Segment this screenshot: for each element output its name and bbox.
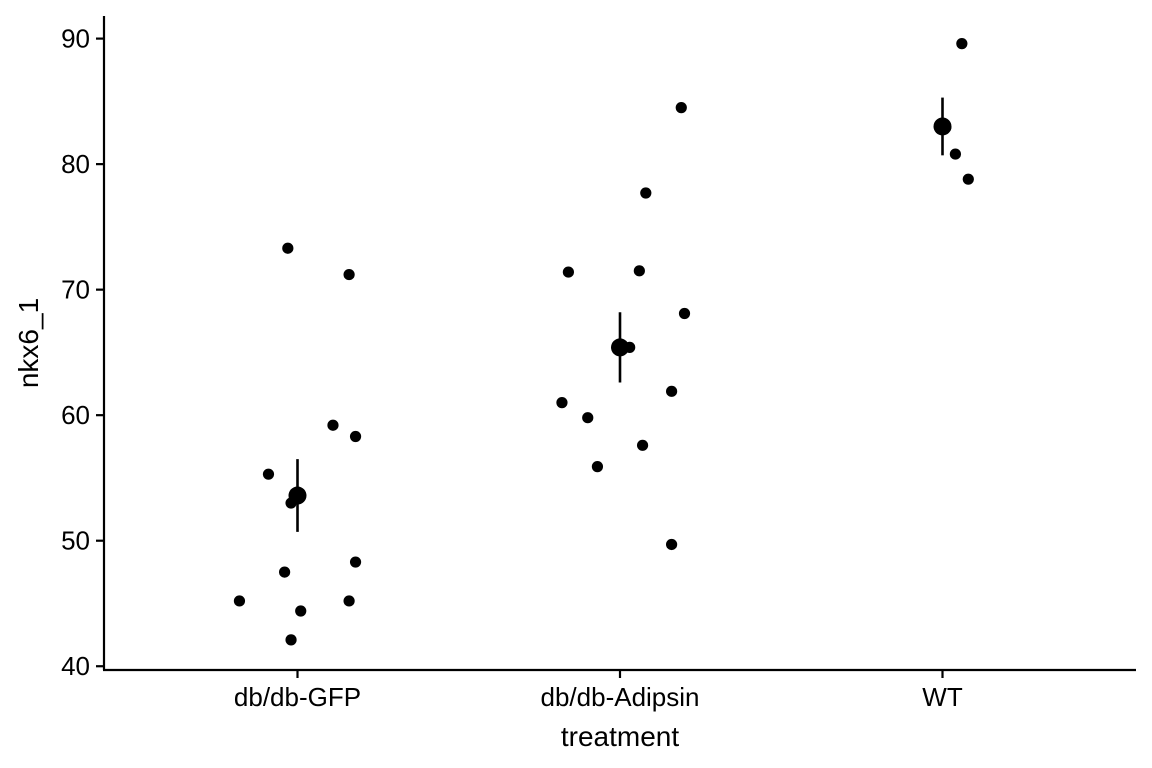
data-point	[591, 461, 604, 473]
y-tick-label: 90	[61, 24, 90, 54]
data-point	[956, 38, 968, 50]
data-point	[233, 595, 246, 607]
data-point	[636, 439, 649, 451]
data-point	[282, 242, 294, 254]
y-axis-title: nkx6_1	[13, 298, 44, 388]
y-tick-label: 60	[61, 400, 90, 430]
x-tick-label: db/db-GFP	[234, 682, 361, 712]
data-point	[678, 307, 691, 320]
data-point	[262, 468, 275, 480]
data-point	[582, 412, 594, 424]
y-tick-label: 80	[61, 149, 90, 179]
data-point	[633, 265, 645, 277]
data-point	[343, 595, 355, 607]
x-axis-title: treatment	[561, 721, 679, 752]
data-point	[279, 566, 291, 578]
y-axis-ticks: 40 50 60 70 80 90	[61, 24, 104, 681]
y-tick-label: 70	[61, 275, 90, 305]
data-point	[556, 397, 568, 409]
data-point	[349, 430, 362, 443]
data-point	[295, 605, 307, 617]
y-tick-label: 40	[61, 651, 90, 681]
data-points	[233, 38, 974, 646]
group-means	[288, 97, 952, 532]
mean-point	[611, 338, 629, 357]
data-point	[562, 266, 575, 278]
y-tick-label: 50	[61, 526, 90, 556]
mean-point	[933, 117, 952, 136]
x-tick-label: db/db-Adipsin	[541, 682, 700, 712]
data-point	[327, 419, 339, 431]
data-point	[343, 268, 355, 281]
data-point	[666, 538, 678, 551]
mean-point	[288, 486, 307, 505]
data-point	[675, 102, 687, 114]
x-axis-ticks: db/db-GFP db/db-Adipsin WT	[234, 670, 963, 712]
data-point	[285, 634, 297, 646]
data-point	[640, 187, 652, 199]
data-point	[949, 148, 962, 160]
data-point	[666, 385, 678, 397]
data-point	[962, 173, 974, 185]
data-point	[349, 556, 362, 568]
x-tick-label: WT	[922, 682, 963, 712]
